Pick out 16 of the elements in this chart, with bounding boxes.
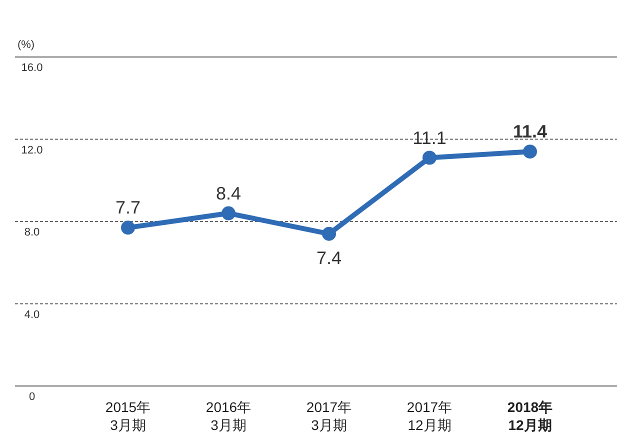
x-tick-label: 2018年 12月期 xyxy=(507,399,553,433)
x-tick-label: 2015年 3月期 xyxy=(105,399,151,433)
y-tick-label: 0 xyxy=(28,391,36,403)
y-tick-label: 8.0 xyxy=(24,226,40,238)
x-tick-label: 2017年 3月期 xyxy=(306,399,352,433)
x-tick-label: 2016年 3月期 xyxy=(206,399,252,433)
data-label: 7.7 xyxy=(115,198,141,218)
y-tick-label: 12.0 xyxy=(21,144,43,156)
data-label: 8.4 xyxy=(216,183,242,204)
x-tick-label: 2017年 12月期 xyxy=(406,399,452,433)
y-axis-title: (%) xyxy=(17,39,35,51)
y-tick-label: 16.0 xyxy=(21,62,43,74)
y-tick-label: 4.0 xyxy=(24,308,40,321)
data-label: 7.4 xyxy=(316,248,342,268)
data-label: 11.1 xyxy=(412,128,446,148)
data-label: 11.4 xyxy=(512,122,548,142)
